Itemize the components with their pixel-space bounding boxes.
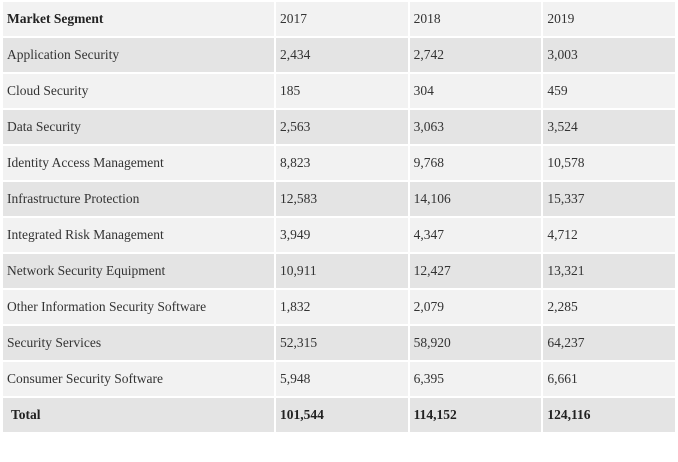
table-cell: Identity Access Management	[3, 146, 274, 180]
table-cell: 459	[543, 74, 675, 108]
table-cell: 6,395	[409, 362, 542, 396]
table-cell: 9,768	[409, 146, 542, 180]
table-cell: 101,544	[276, 398, 408, 432]
table-cell: Security Services	[3, 326, 274, 360]
table-cell: 8,823	[276, 146, 408, 180]
table-row: Network Security Equipment 10,911 12,427 13…	[3, 254, 675, 288]
table-row: Market Segment 2017 2018 2019	[3, 2, 675, 36]
table-cell: 1,832	[276, 290, 408, 324]
table-cell: 2,563	[276, 110, 408, 144]
table-cell: 2,079	[409, 290, 542, 324]
table-cell: 3,524	[543, 110, 675, 144]
table-cell: 2,285	[543, 290, 675, 324]
table-row: Application Security 2,434 2,742 3,003	[3, 38, 675, 72]
table-row: Cloud Security 185 304 459	[3, 74, 675, 108]
table-cell: 6,661	[543, 362, 675, 396]
table-cell: 2,742	[409, 38, 542, 72]
table-cell: 114,152	[409, 398, 542, 432]
table-cell: 64,237	[543, 326, 675, 360]
table-cell: 2017	[276, 2, 408, 36]
table-cell: 14,106	[409, 182, 542, 216]
table-cell: Network Security Equipment	[3, 254, 274, 288]
table-row: Total 101,544 114,152 124,116	[3, 398, 675, 432]
table-cell: 12,427	[409, 254, 542, 288]
table-cell: Integrated Risk Management	[3, 218, 274, 252]
table-cell: Application Security	[3, 38, 274, 72]
table-cell: 2,434	[276, 38, 408, 72]
table-cell: 124,116	[543, 398, 675, 432]
table-cell: 10,911	[276, 254, 408, 288]
table-cell: 5,948	[276, 362, 408, 396]
table-cell: Market Segment	[3, 2, 274, 36]
table-row: Infrastructure Protection 12,583 14,106 15,…	[3, 182, 675, 216]
table-cell: 10,578	[543, 146, 675, 180]
table-cell: 58,920	[409, 326, 542, 360]
table-row: Identity Access Management 8,823 9,768 10,5…	[3, 146, 675, 180]
table-row: Consumer Security Software 5,948 6,395 6,66…	[3, 362, 675, 396]
table-cell: 3,003	[543, 38, 675, 72]
table-cell: 4,347	[409, 218, 542, 252]
table-row: Data Security 2,563 3,063 3,524	[3, 110, 675, 144]
table-cell: 3,949	[276, 218, 408, 252]
table-cell: 12,583	[276, 182, 408, 216]
table-cell: 2019	[543, 2, 675, 36]
table-cell: Infrastructure Protection	[3, 182, 274, 216]
table-cell: Cloud Security	[3, 74, 274, 108]
table-row: Integrated Risk Management 3,949 4,347 4,71…	[3, 218, 675, 252]
table-cell: 3,063	[409, 110, 542, 144]
table-cell: 52,315	[276, 326, 408, 360]
table-cell: 2018	[409, 2, 542, 36]
table-cell: Consumer Security Software	[3, 362, 274, 396]
table-cell: 13,321	[543, 254, 675, 288]
table-cell: 304	[409, 74, 542, 108]
table-cell: Total	[3, 398, 274, 432]
table-cell: Other Information Security Software	[3, 290, 274, 324]
table-cell: 185	[276, 74, 408, 108]
data-table: Market Segment 2017 2018 2019 Application Se…	[1, 0, 677, 434]
table-cell: 15,337	[543, 182, 675, 216]
table-row: Other Information Security Software 1,832…	[3, 290, 675, 324]
table-row: Security Services 52,315 58,920 64,237	[3, 326, 675, 360]
table-cell: 4,712	[543, 218, 675, 252]
table-cell: Data Security	[3, 110, 274, 144]
